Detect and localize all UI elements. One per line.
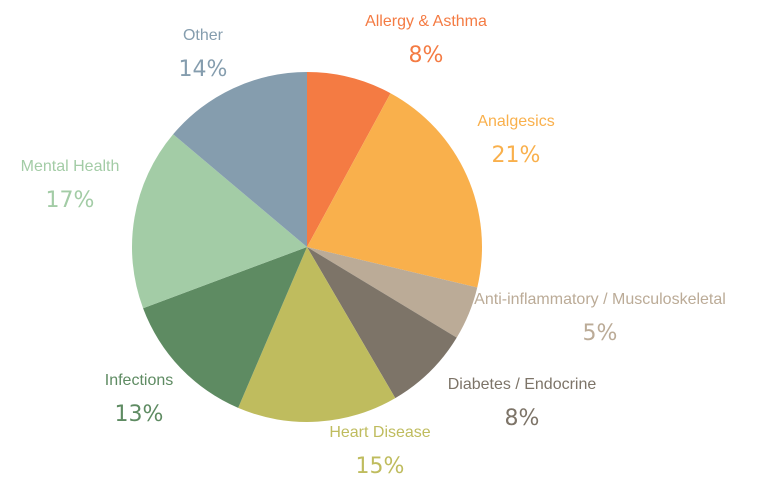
slice: [307, 247, 478, 338]
slice-label: Other: [183, 27, 224, 44]
slice: [307, 247, 457, 399]
slice-percent: 14%: [179, 57, 228, 82]
slice: [307, 93, 482, 288]
slice-percent: 13%: [115, 402, 164, 427]
slice-percent: 21%: [492, 143, 541, 168]
slice-percent: 8%: [409, 43, 444, 68]
slice: [173, 72, 307, 247]
slice-percent: 17%: [46, 188, 95, 213]
slice-label: Heart Disease: [329, 424, 430, 441]
slice-percent: 5%: [583, 321, 618, 346]
slice-label: Anti-inflammatory / Musculoskeletal: [474, 291, 726, 308]
slice-label: Mental Health: [21, 158, 120, 175]
slice: [143, 247, 307, 408]
slice: [238, 247, 396, 422]
slice-label: Analgesics: [477, 113, 554, 130]
slice-label: Allergy & Asthma: [365, 13, 487, 30]
slice: [307, 72, 391, 247]
slice-percent: 15%: [356, 454, 405, 477]
slice-percent: 8%: [505, 406, 540, 431]
slice-label: Diabetes / Endocrine: [448, 376, 597, 393]
slice-label: Infections: [105, 372, 173, 389]
slice: [132, 134, 307, 309]
